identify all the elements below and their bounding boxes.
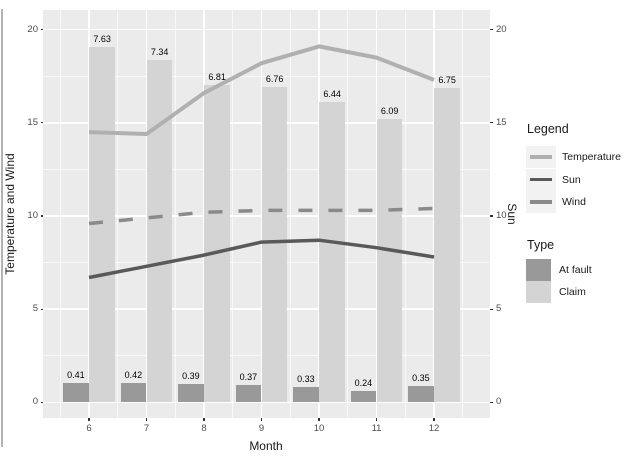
bar-label-at-fault: 0.42: [124, 369, 143, 380]
y-tick-label-right: 15: [496, 116, 507, 128]
bar-claim: [261, 87, 288, 403]
legend-line-label: Wind: [562, 196, 586, 208]
bar-at-fault: [293, 387, 319, 403]
gridline-horizontal-major: [43, 28, 490, 31]
x-axis-tick: [375, 418, 378, 421]
bar-label-at-fault: 0.33: [297, 374, 315, 385]
bar-label-claim: 7.34: [150, 47, 169, 58]
gridline-vertical-minor: [462, 10, 464, 418]
y-axis-tick-left: [40, 122, 43, 124]
legend-line-key: [526, 146, 556, 168]
bar-label-claim: 6.44: [323, 89, 341, 100]
x-tick-label: 11: [371, 423, 382, 434]
bar-label-claim: 6.09: [380, 105, 399, 116]
x-axis-tick: [260, 418, 263, 421]
bar-claim: [319, 102, 345, 403]
y-tick-label-right: 10: [496, 210, 507, 221]
y-axis-tick-left: [40, 215, 43, 217]
bar-label-at-fault: 0.35: [412, 373, 430, 384]
gridline-vertical-minor: [59, 10, 61, 418]
bar-label-at-fault: 0.37: [239, 372, 258, 383]
x-tick-label: 8: [201, 423, 207, 434]
y-axis-title-left: Temperature and Wind: [3, 153, 17, 275]
x-axis-tick: [318, 418, 320, 421]
y-axis-tick-right: [490, 308, 493, 310]
legend-line-swatch: [530, 177, 552, 182]
bar-label-at-fault: 0.39: [182, 371, 200, 382]
x-axis-tick: [203, 418, 205, 421]
legend-type-swatch: [526, 259, 551, 281]
bar-at-fault: [120, 382, 147, 403]
y-tick-label-left: 0: [32, 396, 38, 408]
y-tick-label-right: 0: [496, 396, 502, 408]
bar-claim: [204, 85, 230, 403]
y-axis-tick-left: [40, 308, 43, 310]
y-axis-tick-right: [490, 29, 493, 31]
gridline-vertical-minor: [347, 10, 349, 418]
legend-line-entry: Temperature: [526, 146, 636, 168]
bar-label-claim: 6.76: [265, 74, 284, 85]
y-axis-tick-right: [490, 401, 493, 403]
x-tick-label: 7: [143, 423, 150, 434]
legend-line-swatch: [530, 155, 552, 159]
legend-type-label: At fault: [559, 264, 592, 276]
legend-type-entry: At fault: [526, 259, 636, 281]
bar-at-fault: [63, 383, 89, 403]
gridline-vertical-minor: [117, 10, 119, 418]
x-axis-tick: [433, 418, 435, 421]
legend-type-swatch: [526, 281, 551, 303]
y-axis-tick-right: [490, 215, 493, 217]
legend-line-label: Temperature: [562, 151, 621, 163]
x-tick-label: 10: [313, 423, 325, 434]
y-tick-label-right: 5: [496, 303, 502, 315]
x-axis-tick: [145, 418, 148, 421]
y-axis-tick-right: [490, 122, 493, 124]
x-tick-label: 12: [428, 423, 440, 434]
bar-label-at-fault: 0.41: [67, 370, 85, 381]
y-axis-tick-left: [40, 401, 43, 403]
gridline-vertical-minor: [404, 10, 406, 418]
bar-label-claim: 6.81: [208, 72, 226, 83]
y-tick-label-left: 5: [32, 303, 38, 315]
legend-line-entry: Sun: [526, 168, 636, 191]
gridline-vertical-minor: [174, 10, 176, 418]
bar-at-fault: [408, 386, 434, 403]
legend-line-key: [526, 168, 556, 191]
legend-lines-title: Legend: [527, 122, 569, 136]
y-tick-label-left: 20: [27, 23, 38, 35]
figure-left-border-line: [1, 9, 3, 447]
x-tick-label: 9: [258, 423, 265, 434]
bar-claim: [89, 46, 115, 403]
legend-line-label: Sun: [562, 173, 581, 186]
y-tick-label-left: 15: [27, 116, 38, 128]
gridline-vertical-minor: [289, 10, 291, 418]
bar-label-claim: 6.75: [438, 74, 456, 85]
legend-line-swatch: [530, 200, 552, 204]
legend-type-label: Claim: [559, 286, 586, 298]
bar-at-fault: [235, 385, 262, 403]
bar-at-fault: [178, 384, 204, 403]
legend-line-key: [526, 191, 556, 213]
bar-label-at-fault: 0.24: [354, 378, 373, 389]
bar-at-fault: [350, 391, 377, 403]
bar-claim: [376, 118, 403, 403]
bar-claim: [434, 87, 460, 403]
bar-label-claim: 7.63: [93, 33, 111, 44]
x-tick-label: 6: [86, 423, 92, 434]
bar-claim: [146, 60, 173, 403]
y-axis-tick-left: [40, 29, 43, 31]
legend-type-entry: Claim: [526, 281, 636, 303]
legend-line-entry: Wind: [526, 191, 636, 213]
y-axis-title-right: Sun: [505, 203, 519, 225]
y-tick-label-right: 20: [496, 23, 507, 35]
y-tick-label-left: 10: [27, 210, 38, 221]
legend-type-title: Type: [527, 238, 555, 252]
x-axis-tick: [88, 418, 90, 421]
gridline-horizontal-major: [43, 401, 490, 404]
x-axis-title: Month: [249, 439, 283, 453]
